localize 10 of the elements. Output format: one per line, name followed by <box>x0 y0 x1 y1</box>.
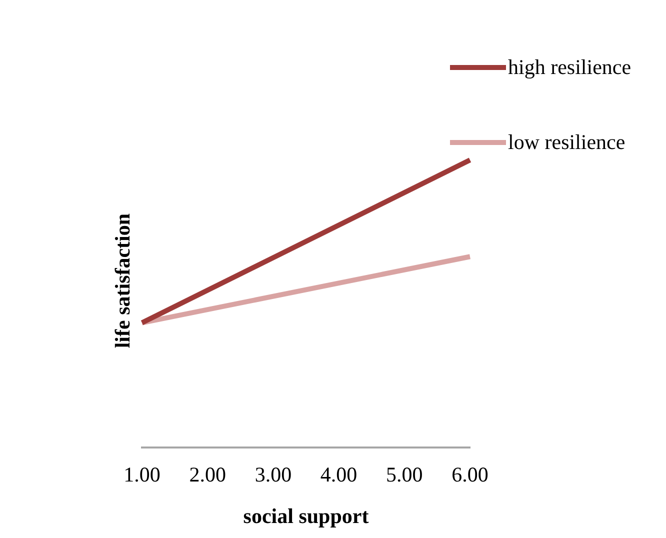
x-tick-label: 4.00 <box>320 462 358 487</box>
x-tick-label: 3.00 <box>254 462 292 487</box>
legend-label: low resilience <box>508 130 626 154</box>
y-axis-title: life satisfaction <box>110 213 134 348</box>
x-tick-label: 1.00 <box>124 462 160 487</box>
x-axis-title: social support <box>243 504 369 528</box>
x-tick-label: 2.00 <box>189 462 226 487</box>
x-tick-label: 6.00 <box>452 462 488 487</box>
legend-label: high resilience <box>508 54 632 80</box>
x-tick-label: 5.00 <box>386 462 423 487</box>
